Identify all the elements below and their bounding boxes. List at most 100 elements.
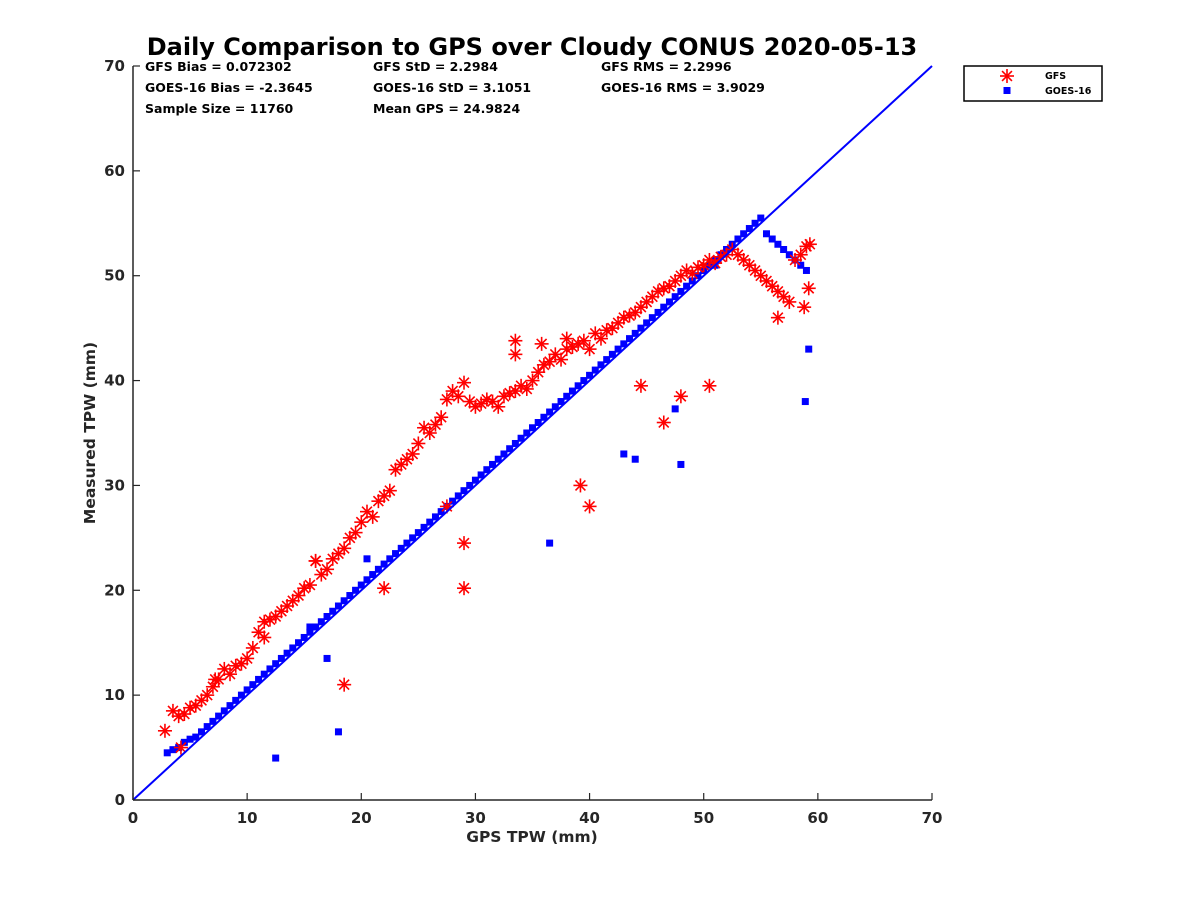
- goes-16-point: [805, 345, 813, 353]
- goes-16-point: [801, 398, 809, 406]
- chart-title: Daily Comparison to GPS over Cloudy CONU…: [147, 33, 918, 61]
- goes-16-point: [380, 560, 388, 568]
- goes-16-point: [757, 214, 765, 222]
- goes-16-point: [620, 340, 628, 348]
- goes-16-point: [215, 712, 223, 720]
- gfs-point: [405, 446, 420, 461]
- gfs-point: [337, 677, 352, 692]
- gfs-point: [797, 300, 812, 315]
- goes-16-point: [597, 361, 605, 369]
- gfs-point: [354, 515, 369, 530]
- goes-16-point: [374, 565, 382, 573]
- goes-16-point: [437, 508, 445, 516]
- goes-16-point: [295, 639, 303, 647]
- goes-16-point: [780, 246, 788, 253]
- gfs-point: [348, 525, 363, 540]
- goes-16-point: [631, 329, 639, 337]
- goes-16-point: [654, 308, 662, 316]
- stat-gfs-std: GFS StD = 2.2984: [373, 59, 498, 74]
- goes-16-point: [751, 219, 759, 227]
- goes-16-point: [420, 523, 428, 531]
- goes-16-point: [586, 371, 594, 379]
- gfs-point: [802, 237, 817, 252]
- goes-16-point: [186, 735, 194, 743]
- gfs-point: [245, 640, 260, 655]
- gfs-point: [173, 740, 188, 755]
- stat-gfs-rms: GFS RMS = 2.2996: [601, 59, 732, 74]
- gfs-point: [519, 381, 534, 396]
- legend: GFS GOES-16: [963, 65, 1103, 102]
- goes-16-point: [494, 455, 502, 463]
- goes-16-point: [255, 675, 263, 683]
- gfs-point: [291, 588, 306, 603]
- goes-16-point: [363, 555, 371, 563]
- gfs-point: [308, 553, 323, 568]
- gfs-point: [531, 365, 546, 380]
- goes-16-point: [734, 235, 742, 243]
- y-tick-label: 60: [104, 162, 125, 180]
- gfs-point: [228, 658, 243, 673]
- gfs-point: [622, 308, 637, 323]
- gfs-point: [157, 723, 172, 738]
- goes-16-point: [614, 345, 622, 353]
- goes-16-point: [660, 303, 668, 311]
- gfs-point: [593, 331, 608, 346]
- goes-16-point: [637, 324, 645, 332]
- gfs-point: [257, 614, 272, 629]
- stat-goes-rms: GOES-16 RMS = 3.9029: [601, 80, 765, 95]
- goes-16-point: [483, 466, 491, 474]
- goes-16-point: [546, 539, 554, 547]
- goes-16-point: [774, 240, 782, 248]
- goes-16-point: [694, 272, 702, 280]
- stat-mean-gps: Mean GPS = 24.9824: [373, 101, 520, 116]
- y-axis-ticks: 0 10 20 30 40 50 60 70: [104, 57, 140, 809]
- gfs-point: [177, 707, 192, 722]
- gfs-point: [656, 281, 671, 296]
- gfs-point: [457, 536, 472, 551]
- goes-16-point: [557, 398, 565, 406]
- goes-16-point: [386, 555, 394, 563]
- gfs-point: [576, 333, 591, 348]
- goes-16-point: [323, 613, 331, 620]
- gfs-point: [702, 378, 717, 393]
- legend-gfs-asterisk-glyph: [1000, 69, 1014, 83]
- stat-goes-bias: GOES-16 Bias = -2.3645: [145, 80, 313, 95]
- gfs-point: [422, 426, 437, 440]
- goes-16-point: [357, 581, 365, 589]
- goes-16-point: [363, 576, 371, 584]
- goes-16-point: [745, 225, 753, 233]
- goes-16-point: [300, 633, 308, 641]
- legend-goes-label: GOES-16: [1045, 86, 1092, 97]
- gfs-point: [782, 294, 797, 309]
- goes-16-point: [471, 476, 479, 484]
- gfs-point: [554, 352, 569, 367]
- gfs-point: [457, 581, 472, 596]
- goes-16-point: [620, 450, 628, 458]
- x-tick-label: 0: [128, 809, 138, 827]
- gfs-point: [599, 323, 614, 338]
- y-tick-label: 0: [115, 791, 125, 809]
- gfs-point: [502, 386, 517, 401]
- goes-16-point: [237, 691, 245, 699]
- goes-16-point: [677, 287, 685, 295]
- goes-16-point: [500, 450, 508, 458]
- gfs-point: [514, 378, 529, 393]
- goes-16-point: [249, 681, 257, 689]
- gfs-point: [525, 373, 540, 388]
- goes-16-point: [283, 649, 291, 657]
- x-tick-label: 20: [351, 809, 372, 827]
- goes-16-point: [648, 314, 656, 322]
- goes-16-point: [563, 392, 571, 400]
- goes-16-point: [608, 350, 616, 358]
- x-tick-label: 40: [579, 809, 600, 827]
- goes-16-point: [392, 550, 400, 558]
- gfs-point: [479, 392, 494, 407]
- gfs-point: [559, 331, 574, 346]
- goes-16-point: [534, 419, 542, 427]
- goes-16-point: [431, 513, 439, 521]
- gfs-point: [508, 347, 523, 362]
- gfs-point: [759, 273, 774, 288]
- gfs-point: [673, 389, 688, 404]
- goes-16-point: [511, 439, 519, 447]
- gfs-point: [434, 410, 449, 425]
